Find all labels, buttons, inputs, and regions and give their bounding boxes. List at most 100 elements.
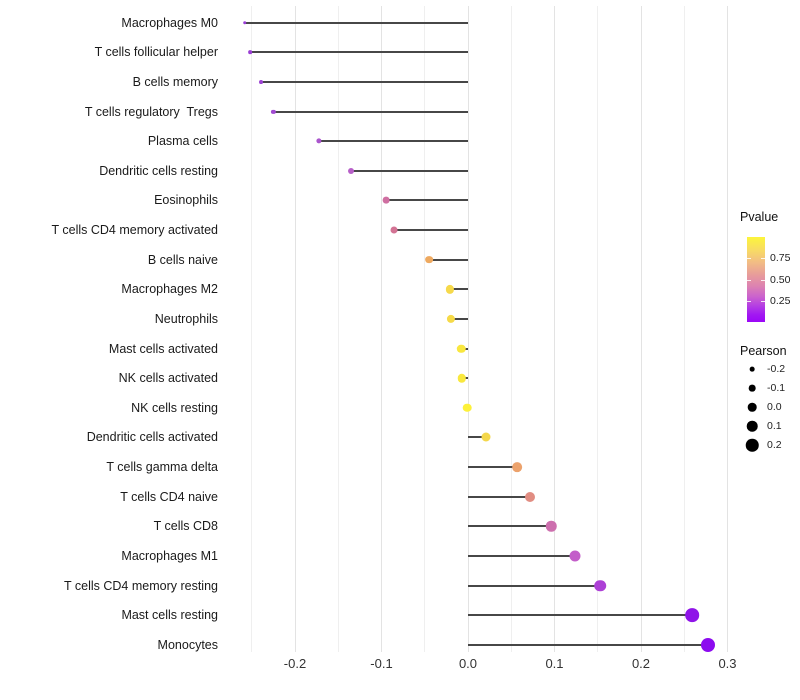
lollipop-stem — [468, 436, 487, 439]
lollipop-dot — [248, 50, 252, 55]
colorbar-tick-mark — [747, 300, 751, 302]
gridline — [337, 6, 339, 652]
category-label: B cells memory — [132, 74, 218, 89]
lollipop-stem — [468, 466, 518, 469]
gridline — [510, 6, 512, 652]
pearson-legend-dot — [749, 366, 755, 372]
category-label: Eosinophils — [154, 193, 218, 208]
pearson-legend-label: -0.2 — [767, 363, 786, 375]
category-label: Macrophages M2 — [121, 282, 218, 297]
lollipop-dot — [446, 314, 455, 324]
pvalue-legend-title: Pvalue — [740, 210, 779, 224]
lollipop-dot — [456, 344, 466, 353]
pearson-legend-dot — [748, 384, 756, 392]
lollipop-stem — [385, 199, 468, 202]
lollipop-stem — [394, 229, 468, 232]
pearson-legend-label: 0.0 — [767, 401, 782, 413]
lollipop-stem — [429, 258, 468, 261]
pearson-legend-dot — [746, 420, 758, 432]
x-tick-label: -0.1 — [370, 656, 393, 671]
gridline — [424, 6, 426, 652]
gridline — [640, 6, 642, 652]
lollipop-stem — [468, 525, 552, 528]
category-label: Plasma cells — [147, 134, 218, 149]
pvalue-tick-label: 0.25 — [770, 294, 791, 307]
pearson-legend-label: 0.2 — [767, 439, 782, 451]
lollipop-dot — [271, 109, 276, 114]
pearson-legend-dot — [747, 402, 757, 412]
gridline — [467, 6, 469, 652]
lollipop-dot — [259, 79, 264, 84]
gridline — [554, 6, 555, 652]
gridline — [597, 6, 599, 652]
lollipop-dot — [569, 550, 581, 562]
lollipop-dot — [425, 255, 433, 264]
lollipop-stem — [468, 495, 531, 498]
colorbar-tick-mark — [747, 279, 751, 281]
lollipop-dot — [445, 285, 454, 294]
lollipop-dot — [545, 521, 557, 532]
lollipop-stem — [449, 288, 468, 291]
colorbar-tick-mark — [761, 279, 765, 281]
gridline — [251, 6, 253, 652]
lollipop-stem — [273, 110, 468, 113]
pearson-legend-label: -0.1 — [767, 382, 786, 394]
category-label: B cells naive — [147, 252, 218, 267]
lollipop-stem — [468, 614, 693, 617]
category-label: NK cells resting — [131, 400, 218, 415]
lollipop-dot — [481, 432, 491, 442]
gridline — [381, 6, 382, 652]
category-label: Mast cells resting — [121, 608, 218, 623]
gridline — [294, 6, 296, 652]
category-label: Macrophages M0 — [121, 15, 218, 30]
lollipop-dot — [391, 226, 398, 234]
pvalue-colorbar — [747, 237, 765, 322]
category-label: Macrophages M1 — [121, 549, 218, 563]
pearson-legend-title: Pearson — [740, 344, 787, 358]
lollipop-dot — [462, 403, 472, 413]
category-label: T cells follicular helper — [94, 45, 218, 60]
x-tick-label: -0.2 — [283, 656, 307, 671]
lollipop-dot — [316, 138, 322, 144]
lollipop-stem — [261, 80, 468, 83]
lollipop-dot — [243, 20, 247, 25]
colorbar-tick-mark — [761, 300, 765, 302]
pearson-legend-dot — [745, 438, 759, 452]
category-label: NK cells activated — [118, 371, 218, 386]
lollipop-stem — [468, 555, 576, 557]
lollipop-dot — [348, 167, 355, 174]
lollipop-dot — [594, 579, 607, 592]
x-tick-label: 0.3 — [718, 656, 737, 671]
category-label: Neutrophils — [154, 311, 218, 326]
pearson-legend-label: 0.1 — [767, 420, 782, 432]
x-tick-label: 0.2 — [631, 656, 651, 671]
lollipop-stem — [250, 51, 468, 54]
lollipop-stem — [319, 140, 468, 143]
pvalue-tick-label: 0.50 — [770, 273, 791, 286]
lollipop-dot — [525, 491, 536, 502]
lollipop-stem — [351, 169, 468, 172]
colorbar-tick-mark — [747, 258, 751, 260]
lollipop-dot — [685, 608, 699, 623]
pvalue-tick-label: 0.75 — [770, 252, 791, 265]
category-label: Monocytes — [157, 637, 218, 652]
gridline — [727, 6, 728, 652]
x-tick-label: 0.1 — [545, 656, 564, 671]
category-label: T cells CD8 — [153, 519, 218, 534]
lollipop-stem — [244, 21, 468, 24]
x-tick-label: 0.0 — [458, 656, 478, 671]
lollipop-dot — [457, 374, 467, 383]
category-label: T cells gamma delta — [106, 460, 218, 475]
category-label: T cells CD4 memory resting — [64, 578, 218, 593]
gridline — [683, 6, 685, 652]
category-label: Dendritic cells resting — [99, 163, 218, 178]
category-label: T cells CD4 memory activated — [51, 223, 219, 238]
lollipop-stem — [468, 643, 709, 646]
lollipop-stem — [468, 584, 601, 587]
lollipop-stem — [450, 317, 468, 320]
lollipop-dot — [382, 197, 390, 204]
colorbar-tick-mark — [761, 258, 765, 260]
category-label: Mast cells activated — [108, 341, 218, 356]
lollipop-dot — [512, 462, 523, 472]
